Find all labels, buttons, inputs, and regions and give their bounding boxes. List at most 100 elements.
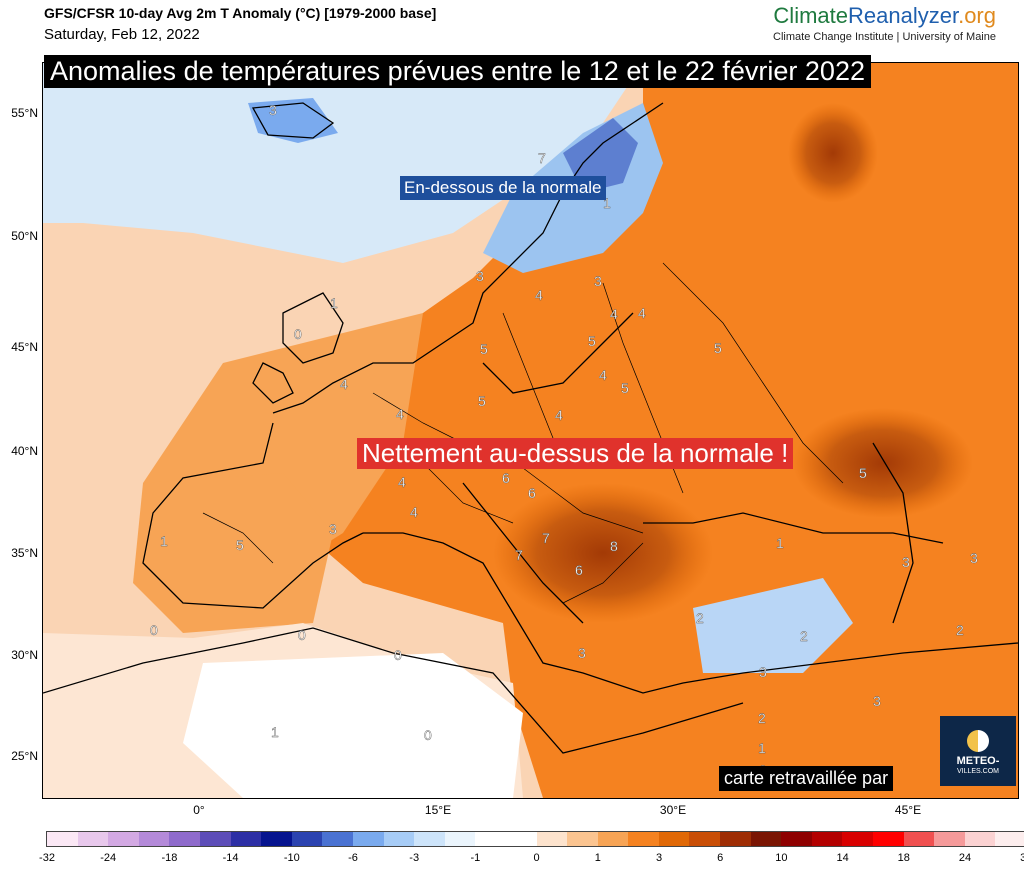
below-normal-label: En-dessous de la normale <box>400 176 606 200</box>
contour-value-label: 4 <box>410 504 418 520</box>
colorbar-label: 10 <box>775 852 788 864</box>
lat-tick-45: 45°N <box>11 340 38 354</box>
cold-atlantic-field <box>43 63 643 263</box>
contour-value-label: 4 <box>535 287 543 303</box>
contour-value-label: 1 <box>330 295 338 311</box>
lon-tick-45e: 45°E <box>894 803 922 817</box>
colorbar-label: 18 <box>897 852 910 864</box>
sahara-white <box>183 653 523 798</box>
colorbar-swatch <box>352 832 384 846</box>
colorbar-swatch <box>291 832 323 846</box>
colorbar-label: -32 <box>39 852 55 864</box>
colorbar-label: 24 <box>958 852 972 864</box>
colorbar-swatch <box>567 832 598 846</box>
contour-value-label: 0 <box>298 627 306 643</box>
contour-value-label: 1 <box>160 533 168 549</box>
colorbar-swatch <box>383 832 415 846</box>
lat-tick-40: 40°N <box>11 444 38 458</box>
contour-value-label: 6 <box>502 470 510 486</box>
contour-value-label: 5 <box>478 393 486 409</box>
colorbar-label: -18 <box>161 852 178 864</box>
contour-value-label: 3 <box>269 102 277 118</box>
colorbar-swatch <box>658 832 690 846</box>
contour-value-label: 2 <box>696 610 704 626</box>
colorbar-label: -3 <box>409 852 420 864</box>
russia-hotspot <box>788 103 878 203</box>
colorbar-label: 32 <box>1020 852 1024 864</box>
iberia-field <box>133 473 333 633</box>
colorbar-swatch <box>842 832 874 846</box>
contour-value-label: 6 <box>575 562 583 578</box>
contour-value-label: 0 <box>424 727 432 743</box>
contour-value-label: 7 <box>538 150 546 166</box>
colorbar-swatch <box>322 832 353 846</box>
brand-part-climate: Climate <box>773 3 848 28</box>
contour-value-label: 6 <box>528 485 536 501</box>
above-normal-label: Nettement au-dessus de la normale ! <box>357 438 794 469</box>
chart-title: GFS/CFSR 10-day Avg 2m T Anomaly (°C) [1… <box>44 5 437 21</box>
colorbar-label: -6 <box>348 852 358 864</box>
credit-label: carte retravaillée par <box>719 766 894 791</box>
colorbar-label: -10 <box>283 852 300 864</box>
contour-value-label: 1 <box>758 740 766 756</box>
turkey-cold <box>693 578 853 673</box>
brand-logo-text[interactable]: ClimateReanalyzer.org <box>773 3 996 29</box>
lat-tick-55: 55°N <box>11 106 38 120</box>
colorbar-swatch <box>873 832 904 846</box>
contour-value-label: 3 <box>329 521 337 537</box>
contour-value-label: 1 <box>776 535 784 551</box>
chart-date: Saturday, Feb 12, 2022 <box>44 26 200 43</box>
lon-tick-15e: 15°E <box>424 803 452 817</box>
contour-value-label: 0 <box>294 326 302 342</box>
lat-tick-30: 30°N <box>11 648 38 662</box>
logo-line2: VILLES.COM <box>956 768 999 775</box>
contour-value-label: 7 <box>515 547 523 563</box>
contour-value-label: 3 <box>759 664 767 680</box>
contour-value-label: 3 <box>902 554 910 570</box>
contour-value-label: 3 <box>594 273 602 289</box>
meteo-villes-logo[interactable]: METEO- VILLES.COM <box>940 716 1016 786</box>
colorbar-swatch <box>138 832 170 846</box>
contour-value-label: 5 <box>236 537 244 553</box>
contour-value-label: 2 <box>956 622 964 638</box>
colorbar-label: 1 <box>594 852 601 864</box>
logo-line1: METEO- <box>956 755 1000 767</box>
colorbar-label: 0 <box>533 852 540 864</box>
contour-value-label: 3 <box>578 645 586 661</box>
contour-value-label: 4 <box>599 367 607 383</box>
colorbar-label: -1 <box>470 852 481 864</box>
contour-value-label: 5 <box>588 333 596 349</box>
contour-value-label: 1 <box>603 195 611 211</box>
title-banner: Anomalies de températures prévues entre … <box>44 55 871 88</box>
contour-value-label: 5 <box>714 340 722 356</box>
colorbar-swatch <box>720 832 751 846</box>
contour-label-layer: 3711034344545545445666443157578613322200… <box>150 102 978 778</box>
lat-tick-50: 50°N <box>11 229 38 243</box>
colorbar-swatch <box>689 832 721 846</box>
contour-value-label: 0 <box>394 647 402 663</box>
colorbar-swatch <box>47 832 78 846</box>
colorbar-swatch <box>750 832 782 846</box>
colorbar-swatch <box>77 832 109 846</box>
sun-moon-icon <box>967 730 989 752</box>
colorbar-swatch <box>903 832 935 846</box>
colorbar <box>46 831 1024 847</box>
colorbar-swatch <box>169 832 200 846</box>
contour-value-label: 3 <box>476 268 484 284</box>
contour-value-label: 4 <box>398 474 406 490</box>
colorbar-swatch <box>475 832 506 846</box>
contour-value-label: 7 <box>542 530 550 546</box>
colorbar-swatch <box>964 832 996 846</box>
contour-value-label: 5 <box>859 465 867 481</box>
colorbar-swatch <box>811 832 843 846</box>
contour-value-label: 5 <box>480 341 488 357</box>
contour-value-label: 3 <box>873 693 881 709</box>
brand-part-org: .org <box>958 3 996 28</box>
contour-value-label: 5 <box>621 380 629 396</box>
brand-part-reanalyzer: Reanalyzer <box>848 3 959 28</box>
colorbar-swatch <box>597 832 629 846</box>
colorbar-swatch <box>199 832 231 846</box>
colorbar-label: 3 <box>655 852 663 864</box>
colorbar-swatch <box>995 832 1024 846</box>
colorbar-label: -14 <box>222 852 239 864</box>
